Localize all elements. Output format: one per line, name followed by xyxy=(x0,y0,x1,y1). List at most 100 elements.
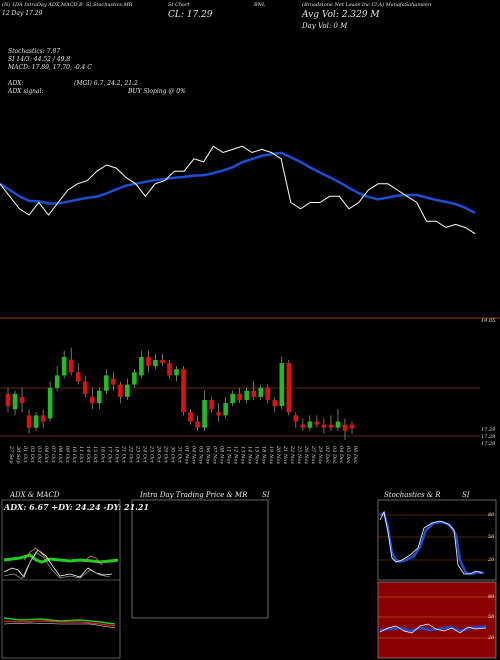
x-date-label: 18 Nov xyxy=(261,446,267,464)
adx-orange-line xyxy=(23,547,103,566)
x-date-label: 11 Nov xyxy=(226,446,232,464)
candle-bullish xyxy=(174,369,179,376)
x-date-label: 29 Oct xyxy=(162,445,168,464)
x-date-label: 14 Oct xyxy=(85,446,91,464)
header-day-vol: Day Vol: 0 M xyxy=(302,22,348,30)
candle-bearish xyxy=(216,412,221,416)
macd-red-line xyxy=(3,620,116,627)
x-date-label: 07 Nov xyxy=(212,446,218,464)
intraday-title: Intra Day Trading Price & MR xyxy=(140,491,248,499)
candle-bullish xyxy=(12,393,18,410)
si-tick-80: 80 xyxy=(488,594,495,600)
si-tick-20: 20 xyxy=(488,635,495,641)
price-label-b3: 17.29 xyxy=(481,441,496,447)
candle-bullish xyxy=(61,356,67,376)
stoch-tick-20: 20 xyxy=(488,557,495,563)
candle-bullish xyxy=(132,372,137,385)
x-date-label: 03 Dec xyxy=(331,446,337,464)
candle-bearish xyxy=(342,424,348,431)
candle-bullish xyxy=(47,387,53,419)
adx-signal-value: BUY Sloping @ 0% xyxy=(128,88,186,95)
header-company: (Broadstone Net Lease Inc Cl A) ManafaSa… xyxy=(302,2,432,8)
x-date-label: 22 Oct xyxy=(127,445,133,464)
macd-value: MACD: 17.89, 17.70, -0.4 C xyxy=(8,64,92,71)
x-date-label: 04 Nov xyxy=(191,446,197,464)
x-date-label: 13 Nov xyxy=(240,446,246,464)
x-date-label: 24 Oct xyxy=(141,445,147,464)
candle-bullish xyxy=(33,415,39,428)
x-date-label: 09 Oct xyxy=(64,446,70,464)
candle-bearish xyxy=(293,415,299,422)
candle-bearish xyxy=(265,387,271,400)
x-date-label: 31 Oct xyxy=(176,446,182,464)
stoch-tick-50: 50 xyxy=(488,534,495,540)
x-date-label: 05 Dec xyxy=(345,446,351,464)
x-date-label: 18 Oct xyxy=(113,446,119,464)
candle-bearish xyxy=(146,356,151,367)
adx-values-text: ADX: 6.67 +DY: 24.24 -DY: 21.21 xyxy=(4,502,150,512)
candle-bullish xyxy=(223,403,228,416)
stoch-white-line xyxy=(379,510,483,575)
price-label-top: 19.05 xyxy=(481,318,496,324)
candle-bullish xyxy=(230,393,235,404)
candle-bearish xyxy=(5,393,11,407)
x-date-label: 21 Nov xyxy=(282,445,288,464)
si-panel-bg xyxy=(377,581,497,659)
adx-green-line xyxy=(3,553,119,564)
x-date-label: 30 Oct xyxy=(169,446,175,464)
x-date-label: 29 Nov xyxy=(317,445,323,464)
moving-average-line xyxy=(0,151,476,214)
candle-bullish xyxy=(244,390,249,400)
price-chart: 27 Sep 30 Sep 01 Oct 02 Oct 03 Oct 04 Oct 07 O… xyxy=(0,145,500,464)
candle-bearish xyxy=(195,421,200,428)
x-date-label: 02 Dec xyxy=(324,446,330,464)
stoch-si-title: SI xyxy=(462,491,470,499)
x-date-label: 16 Oct xyxy=(99,446,105,464)
adx-macd-title: ADX & MACD xyxy=(10,491,60,499)
stochastics-title: Stochastics & R xyxy=(384,491,441,499)
candle-bullish xyxy=(125,384,130,397)
header-title-left: (N) 1DA IntraDay ADX,MACD,B xyxy=(2,2,83,8)
candle-bullish xyxy=(258,387,264,397)
header-day-price: 12 Day 17.29 xyxy=(2,10,43,17)
candle-bearish xyxy=(68,360,74,373)
candle-bullish xyxy=(139,356,144,376)
x-date-label: 27 Nov xyxy=(310,445,316,464)
x-date-label: 03 Oct xyxy=(36,446,42,464)
candle-bearish xyxy=(237,393,242,400)
x-date-label: 15 Nov xyxy=(254,446,260,464)
header-close: CL: 17.29 xyxy=(168,10,213,20)
adx-label: ADX: xyxy=(8,80,24,87)
candlesticks xyxy=(5,347,355,440)
price-line xyxy=(0,145,476,235)
candle-bullish xyxy=(335,421,341,428)
candle-bearish xyxy=(167,363,172,376)
candle-bearish xyxy=(321,424,327,428)
stoch-blue-line xyxy=(379,511,485,576)
si-white-line xyxy=(379,623,487,634)
candle-bullish xyxy=(153,360,158,367)
x-date-label: 25 Nov xyxy=(296,445,302,464)
candle-bearish xyxy=(300,424,306,428)
candle-bearish xyxy=(181,369,186,413)
x-date-label: 08 Oct xyxy=(57,446,63,464)
si-tick-50: 50 xyxy=(488,614,495,620)
x-date-label: 02 Oct xyxy=(29,446,35,464)
candle-bearish xyxy=(75,372,81,382)
x-date-label: 01 Nov xyxy=(184,446,190,464)
price-label-b2: 17.29 xyxy=(481,434,496,440)
candle-bearish xyxy=(188,412,193,422)
x-date-label: 04 Oct xyxy=(43,446,49,464)
adx-gray-line xyxy=(3,551,111,580)
x-date-label: 27 Sep xyxy=(8,445,14,464)
candle-bullish xyxy=(96,390,102,404)
x-date-label: 17 Oct xyxy=(106,446,112,464)
x-date-label: 25 Oct xyxy=(148,445,154,464)
candle-bearish xyxy=(349,424,355,429)
adx-panel-frame xyxy=(1,499,121,659)
x-date-label: 23 Oct xyxy=(134,445,140,464)
x-axis-labels: 27 Sep 30 Sep 01 Oct 02 Oct 03 Oct 04 Oct 07 O… xyxy=(8,445,358,464)
macd-white-line xyxy=(3,622,116,629)
adx-signal-label: ADX signal: xyxy=(8,88,44,95)
